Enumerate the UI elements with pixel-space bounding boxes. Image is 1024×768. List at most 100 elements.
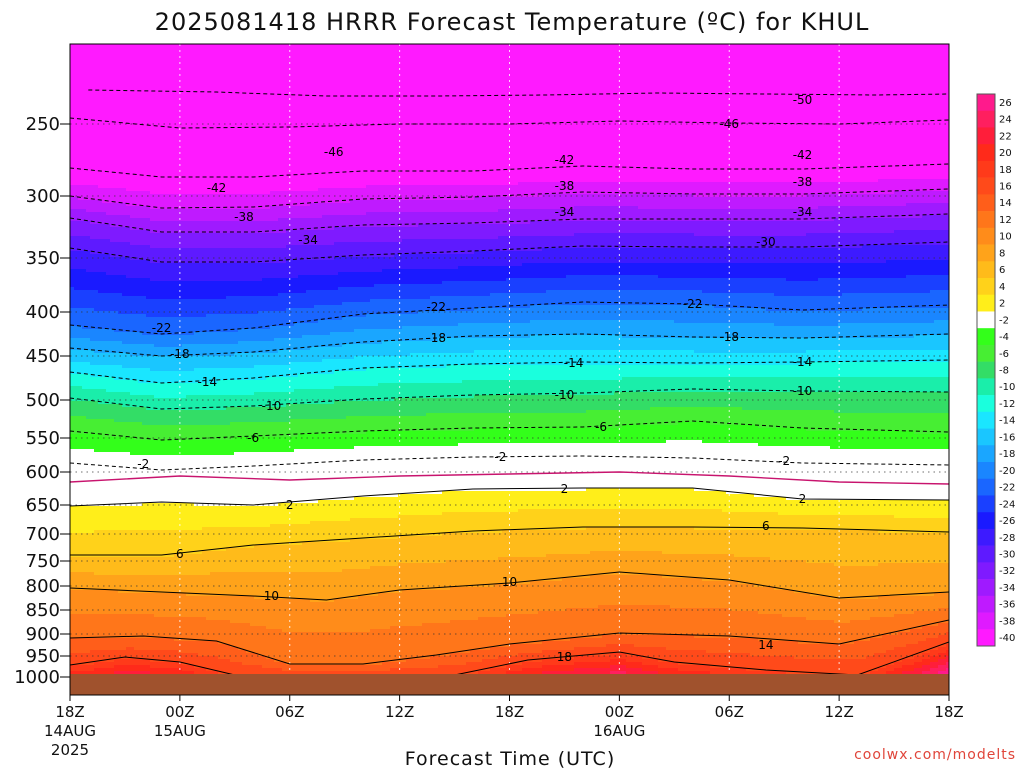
temperature-cell (622, 206, 627, 222)
temperature-cell (474, 185, 479, 198)
temperature-cell (686, 305, 691, 324)
temperature-cell (302, 599, 307, 633)
temperature-cell (602, 647, 607, 657)
temperature-cell (318, 245, 323, 261)
temperature-cell (678, 665, 683, 672)
temperature-cell (126, 368, 131, 381)
temperature-cell (234, 506, 239, 528)
temperature-cell (206, 248, 211, 264)
temperature-cell (74, 221, 79, 237)
temperature-cell (82, 572, 87, 591)
temperature-cell (414, 284, 419, 300)
temperature-cell (374, 665, 379, 672)
temperature-cell (690, 194, 695, 210)
temperature-cell (434, 494, 439, 516)
temperature-cell (626, 221, 631, 234)
temperature-cell (434, 353, 439, 369)
temperature-cell (182, 440, 187, 456)
temperature-cell (158, 668, 163, 675)
temperature-cell (594, 527, 599, 552)
temperature-cell (298, 404, 303, 420)
temperature-cell (550, 263, 555, 279)
temperature-cell (590, 662, 595, 669)
temperature-cell (202, 506, 207, 528)
temperature-cell (218, 620, 223, 645)
temperature-cell (158, 530, 163, 558)
temperature-cell (378, 329, 383, 345)
temperature-cell (354, 44, 359, 189)
temperature-cell (658, 392, 663, 408)
temperature-cell (138, 506, 143, 531)
temperature-cell (82, 665, 87, 672)
temperature-cell (538, 395, 543, 414)
temperature-cell (458, 281, 463, 297)
temperature-cell (638, 647, 643, 657)
temperature-cell (310, 449, 315, 504)
temperature-cell (230, 395, 235, 408)
temperature-cell (566, 608, 571, 642)
temperature-cell (258, 437, 263, 453)
temperature-cell (174, 668, 179, 675)
temperature-cell (634, 488, 639, 510)
temperature-cell (122, 392, 127, 408)
temperature-cell (658, 263, 663, 279)
temperature-cell (318, 572, 323, 603)
temperature-cell (682, 509, 687, 528)
temperature-cell (326, 290, 331, 306)
temperature-cell (78, 251, 83, 270)
temperature-cell (230, 548, 235, 573)
temperature-cell (82, 362, 87, 375)
temperature-cell (514, 557, 519, 585)
temperature-cell (294, 230, 299, 246)
temperature-cell (294, 449, 299, 504)
temperature-cell (254, 44, 259, 195)
temperature-cell (478, 281, 483, 297)
temperature-cell (554, 509, 559, 531)
temperature-cell (86, 533, 91, 558)
temperature-cell (194, 356, 199, 369)
temperature-cell (250, 221, 255, 234)
temperature-cell (462, 380, 467, 399)
temperature-cell (306, 665, 311, 672)
temperature-cell (394, 626, 399, 663)
temperature-cell (74, 449, 79, 507)
temperature-cell (634, 668, 639, 675)
temperature-cell (386, 383, 391, 402)
temperature-cell (334, 500, 339, 522)
temperature-cell (542, 611, 547, 642)
temperature-cell (114, 44, 119, 189)
temperature-cell (226, 221, 231, 234)
temperature-cell (142, 503, 147, 531)
temperature-cell (634, 233, 639, 249)
temperature-cell (218, 380, 223, 396)
temperature-cell (498, 236, 503, 252)
temperature-cell (478, 512, 483, 534)
temperature-cell (150, 638, 155, 651)
temperature-cell (466, 560, 471, 588)
temperature-cell (282, 452, 287, 504)
temperature-cell (230, 194, 235, 210)
temperature-cell (258, 353, 263, 366)
temperature-cell (166, 557, 171, 576)
temperature-cell (350, 44, 355, 189)
temperature-cell (382, 299, 387, 315)
temperature-cell (494, 266, 499, 282)
temperature-cell (670, 440, 675, 489)
temperature-cell (578, 365, 583, 381)
temperature-cell (430, 563, 435, 591)
temperature-cell (142, 344, 147, 357)
temperature-cell (510, 395, 515, 414)
temperature-cell (458, 311, 463, 324)
temperature-cell (238, 353, 243, 369)
temperature-cell (602, 365, 607, 381)
temperature-cell (422, 431, 427, 447)
temperature-cell (630, 263, 635, 276)
temperature-cell (306, 599, 311, 633)
temperature-cell (470, 200, 475, 213)
temperature-cell (218, 659, 223, 675)
temperature-cell (570, 554, 575, 579)
temperature-cell (214, 596, 219, 621)
temperature-cell (226, 44, 231, 195)
temperature-cell (542, 428, 547, 444)
temperature-cell (650, 248, 655, 264)
